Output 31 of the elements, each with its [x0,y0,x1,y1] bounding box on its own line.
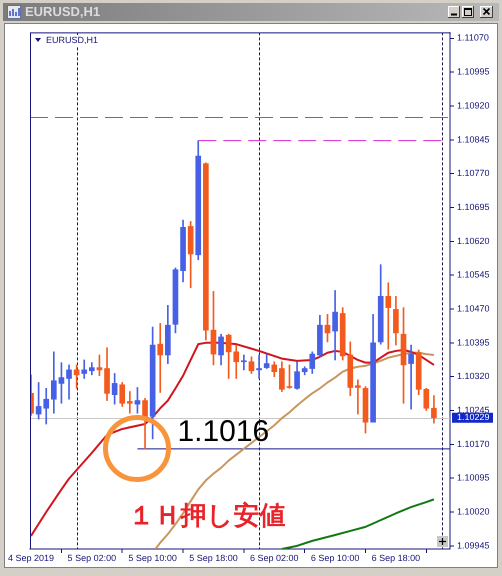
y-tick-label: 1.10545 [457,270,490,280]
y-tick-label: 1.10320 [457,371,490,382]
y-tick-label: 1.10395 [457,337,490,348]
x-tick-label: 6 Sep 02:00 [250,552,299,563]
y-tick-label: 1.10095 [457,472,490,483]
y-tick-label: 1.10770 [457,168,490,178]
y-tick-label: 1.10695 [457,202,490,212]
x-tick-label: 6 Sep 18:00 [372,552,420,563]
y-tick-label: 1.10020 [457,506,490,516]
annotation: １Ｈ押し安値 [128,501,286,531]
annotation: 1.1016 [177,414,270,448]
y-tick-label: 1.10245 [457,404,490,415]
chart-title: EURUSD,H1 [25,4,100,20]
ref-line-label: 1.10229 [457,412,490,422]
candlestick [134,387,140,414]
y-tick-label: 1.10995 [457,66,490,77]
chart-subtitle: EURUSD,H1 [46,35,98,46]
y-tick-label: 1.09945 [457,540,490,550]
y-tick-label: 1.10620 [457,236,490,246]
x-tick-label: 5 Sep 02:00 [68,552,116,563]
candlestick [286,364,292,389]
x-tick-label: 6 Sep 10:00 [310,552,360,563]
y-tick-label: 1.10170 [457,438,490,449]
y-tick-label: 1.10470 [457,303,490,314]
y-tick-label: 1.10845 [457,134,490,144]
y-tick-label: 1.10920 [457,100,490,110]
candlestick [256,354,262,379]
x-tick-label: 4 Sep 2019 [8,552,54,563]
x-tick-label: 5 Sep 18:00 [189,552,238,563]
y-tick-label: 1.11070 [457,32,489,43]
x-tick-label: 5 Sep 10:00 [128,552,177,563]
